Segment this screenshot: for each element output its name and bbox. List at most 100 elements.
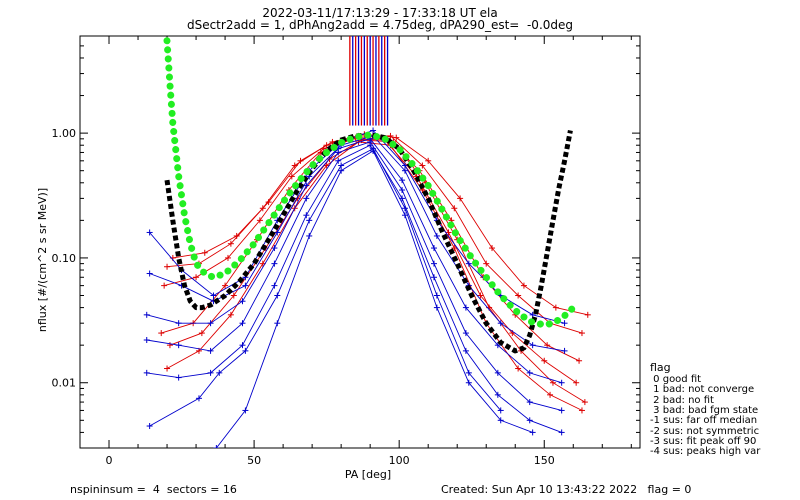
legend-item: -1 sus: far off median [650,415,758,427]
data-point [146,270,153,277]
data-point [274,320,281,327]
data-point [544,342,551,349]
data-point [201,249,208,256]
data-series-line [172,133,588,316]
y-axis-label: nflux [#/(cm^2 s sr MeV)] [36,188,49,332]
data-point [462,347,469,354]
plot-frame [79,35,641,449]
data-series-line [166,135,583,334]
data-point [399,187,406,194]
data-point [401,162,408,169]
data-point [387,132,394,139]
data-point [265,199,272,206]
data-point [335,149,342,156]
data-point [274,229,281,236]
data-point [561,320,568,327]
data-point [288,173,295,180]
data-point [233,232,240,239]
data-point [497,320,504,327]
x-tick-label: 150 [534,454,555,467]
data-point [430,274,437,281]
data-point [274,292,281,299]
data-point [520,282,527,289]
data-point [547,391,554,398]
data-point [210,292,217,299]
data-point [143,311,150,318]
data-point [462,330,469,337]
data-point [401,205,408,212]
data-point [239,320,246,327]
data-point [143,337,150,344]
data-point [242,282,249,289]
data-point [164,365,171,372]
data-point [457,195,464,202]
data-point [146,423,153,430]
legend-item: 1 bad: not converge [650,384,755,396]
data-point [494,391,501,398]
legend-item: -3 sus: fit peak off 90 [650,435,757,447]
data-series-line [163,137,580,362]
x-tick-label: 100 [389,454,410,467]
data-point [146,229,153,236]
data-point [306,232,313,239]
data-series-line [149,148,502,427]
data-point [419,162,426,169]
data-point [401,212,408,219]
data-point [576,357,583,364]
data-point [430,245,437,252]
data-point [497,417,504,424]
data-point [207,320,214,327]
data-point [158,330,165,337]
data-point [303,212,310,219]
data-point [497,407,504,414]
data-point [578,330,585,337]
legend-title: flag [650,361,671,374]
data-point [222,282,229,289]
data-series-line [146,138,562,384]
data-point [370,147,377,154]
data-point [242,347,249,354]
data-point [558,407,565,414]
data-point [370,127,377,134]
footer-right: Created: Sun Apr 10 13:43:22 2022 flag =… [441,483,692,496]
data-point [561,347,568,354]
legend-item: 3 bad: bad fgm state [650,404,759,416]
data-point [552,304,559,311]
data-point [227,240,234,247]
data-point [303,195,310,202]
data-point [578,407,585,414]
data-point [529,342,536,349]
data-point [515,365,522,372]
data-point [335,157,342,164]
data-point [526,399,533,406]
legend-item: -2 sus: not symmetric [650,425,760,437]
data-point [175,374,182,381]
data-point [207,347,214,354]
data-point [227,311,234,318]
data-point [338,162,345,169]
data-point [581,399,588,406]
data-point [549,379,556,386]
data-point [489,245,496,252]
data-point [256,217,263,224]
data-series-line [146,141,562,411]
data-point [271,260,278,267]
x-tick-label: 0 [106,454,113,467]
vertical-lines-group [349,36,389,126]
data-point [433,304,440,311]
data-point [164,263,171,270]
data-series-line [149,129,565,324]
data-point [143,369,150,376]
series-group [143,127,591,448]
data-point [213,445,220,448]
footer-left: nspininsum = 4 sectors = 16 [70,483,237,496]
data-point [462,304,469,311]
data-point [445,229,452,236]
legend-item: 0 good fit [650,374,702,385]
y-tick-label: 0.01 [52,377,77,390]
data-point [483,260,490,267]
legend-item: 2 bad: no fit [650,394,714,406]
y-tick-label: 1.00 [52,127,77,140]
chart-title-line1: 2022-03-11/17:13:29 - 17:33:18 UT ela [262,6,498,20]
data-point [425,157,432,164]
